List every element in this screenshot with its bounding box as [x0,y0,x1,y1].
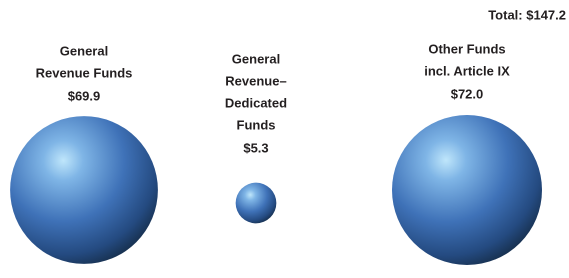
category-label: Funds [237,117,276,132]
total-annotation: Total: $147.2 [488,7,566,22]
category-label: Revenue Funds [36,65,133,80]
category-label: General [232,51,280,66]
category-label: General [60,43,108,58]
bubble [392,115,542,265]
category-label: incl. Article IX [424,63,510,78]
category-label: Other Funds [428,41,505,56]
chart: Total: $147.2 General Revenue Funds $69.9 G… [0,0,569,278]
value-label: $5.3 [243,140,268,155]
category-label: Dedicated [225,95,287,110]
value-label: $69.9 [68,88,101,103]
value-label: $72.0 [451,86,484,101]
bubble [10,116,158,264]
category-label: Revenue– [225,73,286,88]
bubble [236,183,277,224]
